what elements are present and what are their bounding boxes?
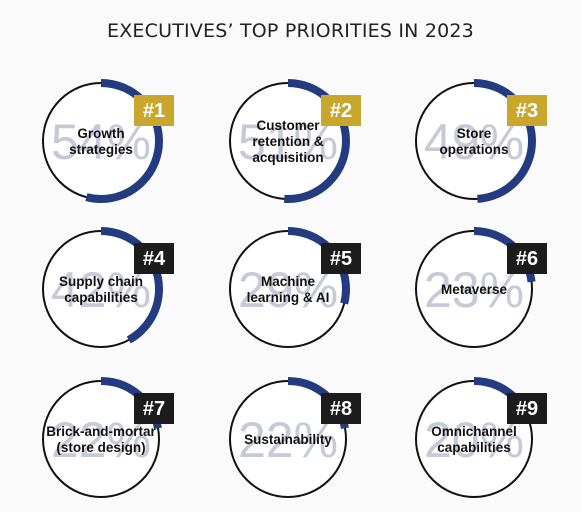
priority-label-line: strategies <box>69 142 133 157</box>
priority-label-line: Growth <box>77 126 124 141</box>
donut-disc <box>416 83 532 199</box>
priority-card-6: 23%Metaverse#6 <box>412 227 547 351</box>
rank-badge <box>507 243 547 274</box>
priority-label-line: Metaverse <box>441 282 508 297</box>
donut-value-arc <box>226 79 350 203</box>
rank-badge <box>134 393 174 424</box>
donut-value-arc <box>39 79 163 203</box>
priority-label-line: acquisition <box>252 150 323 165</box>
donut-value-arc <box>39 377 163 501</box>
priority-label-line: Supply chain <box>59 274 143 289</box>
rank-badge <box>507 95 547 126</box>
priority-label-line: (store design) <box>56 440 145 455</box>
priority-label-line: Sustainability <box>244 432 332 447</box>
priority-label-line: Omnichannel <box>431 424 517 439</box>
rank-badge <box>321 243 361 274</box>
donut-disc <box>43 381 159 497</box>
rank-badge <box>321 95 361 126</box>
donut-disc <box>230 83 346 199</box>
rank-label: #8 <box>330 398 352 420</box>
donut-disc <box>43 83 159 199</box>
rank-badge <box>134 95 174 126</box>
donut-disc <box>416 381 532 497</box>
priority-label-line: Brick-and-mortar <box>46 424 156 439</box>
rank-label: #3 <box>516 100 538 122</box>
donut-value-arc <box>226 377 350 501</box>
rank-label: #5 <box>330 248 352 270</box>
rank-label: #7 <box>143 398 165 420</box>
donut-value-arc <box>39 227 163 351</box>
donut-value-arc <box>226 227 350 351</box>
priority-label-line: Customer <box>256 118 320 133</box>
priority-label-line: Store <box>457 126 492 141</box>
donut-disc <box>43 231 159 347</box>
donut-value-arc <box>412 79 536 203</box>
rank-badge <box>321 393 361 424</box>
priority-label-line: learning & AI <box>247 290 330 305</box>
rank-label: #4 <box>143 248 166 270</box>
rank-label: #2 <box>330 100 352 122</box>
donut-disc <box>416 231 532 347</box>
priority-label-line: capabilities <box>64 290 138 305</box>
rank-label: #1 <box>143 100 165 122</box>
rank-badge <box>134 243 174 274</box>
rank-label: #6 <box>516 248 538 270</box>
priority-label-line: capabilities <box>437 440 511 455</box>
rank-label: #9 <box>516 398 538 420</box>
donut-disc <box>230 231 346 347</box>
priority-card-7: 22%Brick-and-mortar(store design)#7 <box>39 377 174 501</box>
priority-label-line: operations <box>439 142 508 157</box>
donut-disc <box>230 381 346 497</box>
rank-badge <box>507 393 547 424</box>
donut-value-arc <box>412 227 536 351</box>
priority-label-line: retention & <box>252 134 324 149</box>
priority-label-line: Machine <box>261 274 316 289</box>
donut-value-arc <box>412 377 536 501</box>
chart-title: EXECUTIVES’ TOP PRIORITIES IN 2023 <box>107 20 474 42</box>
priority-card-8: 22%Sustainability#8 <box>226 377 361 501</box>
